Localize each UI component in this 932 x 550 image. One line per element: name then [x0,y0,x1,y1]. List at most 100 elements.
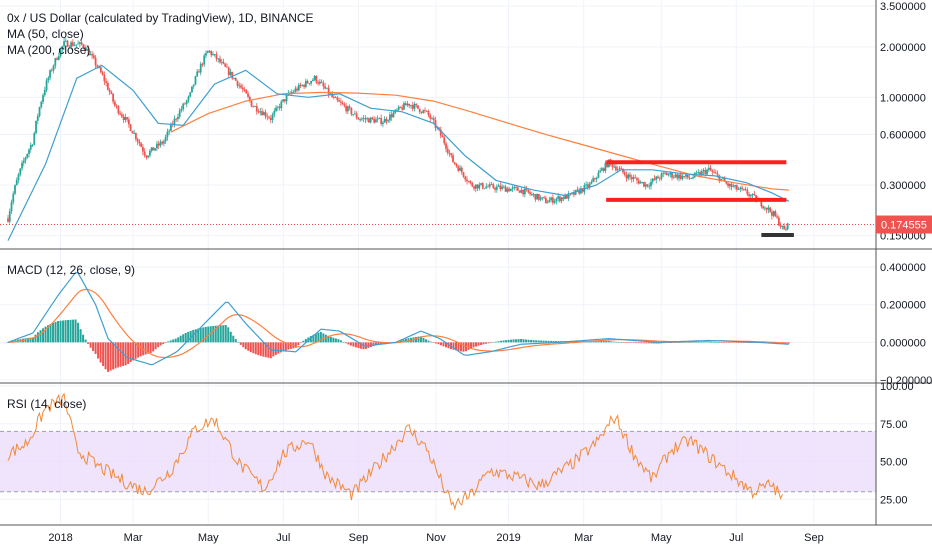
candle-body [296,88,298,91]
candle-body [679,174,682,179]
candle-body [697,172,700,173]
time-tick-label-8: May [651,532,672,544]
macd-histogram-bar [472,342,475,348]
candle-body [786,223,789,230]
candle-body [42,95,44,102]
macd-histogram-bar [7,342,9,343]
candle-body [259,111,262,113]
macd-histogram-bar [234,339,237,343]
macd-histogram-bar [655,342,658,344]
candle-body [478,184,481,189]
candle-body [467,181,470,182]
macd-histogram-bar [517,339,520,343]
candle-body [707,167,710,170]
macd-histogram-bar [492,342,495,343]
candle-body [271,114,274,120]
candle-body [269,118,272,120]
candle-body [355,113,358,119]
candle-body [534,194,537,200]
candle-body [643,181,645,187]
macd-histogram-bar [152,342,155,352]
candle-body [769,207,772,212]
candle-body [324,86,327,89]
macd-histogram-bar [697,341,700,343]
time-tick-label-0: 2018 [48,532,72,544]
macd-histogram-bar [515,339,518,343]
candle-body [280,101,283,109]
macd-histogram-bar [297,342,300,346]
candle-body [676,174,679,179]
macd-histogram-bar [249,342,252,353]
candle-body [308,83,311,85]
candle-body [163,141,165,144]
candle-body [105,81,108,83]
candle-body [33,133,36,145]
candle-body [194,76,197,85]
candle-body [406,103,409,106]
candle-body [520,189,523,193]
candle-body [115,105,118,107]
candle-body [96,65,99,68]
candle-body [509,188,512,192]
candle-body [735,185,738,190]
y-axis-labels[interactable]: 3.500000 2.000000 1.000000 0.600000 0.300000… [880,1,932,506]
macd-histogram-bar [37,332,40,343]
candle-body [588,183,591,188]
macd-histogram-bar [460,342,463,352]
candle-body [268,117,270,119]
macd-histogram-bar [485,342,488,344]
candle-body [364,118,367,120]
macd-legend: MACD (12, 26, close, 9) [7,262,135,278]
rsi-pane[interactable] [0,392,876,511]
macd-histogram-bar [247,342,250,351]
macd-histogram-bar [129,342,132,363]
macd-histogram-bar [610,341,613,343]
macd-histogram-bar [34,334,37,343]
macd-histogram-bar [229,331,232,343]
price-tick-label-3: 0.600000 [880,130,926,142]
candle-body [585,184,588,186]
candle-body [266,116,269,118]
macd-histogram-bar [107,342,110,372]
macd-histogram-bar [645,342,648,344]
candle-body [564,194,567,199]
candle-body [760,199,763,207]
macd-histogram-bar [434,342,437,344]
candle-body [632,177,635,180]
macd-histogram-bar [510,339,513,343]
macd-histogram-bar [422,337,425,343]
candle-body [714,172,717,174]
candle-body [236,80,239,86]
candle-body [140,143,143,147]
candle-body [637,180,640,184]
candle-body [189,92,192,97]
candle-body [52,65,55,71]
candle-body [327,87,330,95]
candle-body [439,129,442,136]
candle-body [763,207,766,209]
candle-body [94,57,97,66]
macd-histogram-bar [97,342,100,359]
candle-body [120,114,123,117]
candle-body [134,133,137,140]
candle-body [50,70,53,72]
macd-histogram-bar [419,336,422,343]
candle-body [762,206,765,209]
macd-histogram-bar [282,342,285,352]
candle-body [75,44,78,46]
candle-body [301,84,304,86]
macd-histogram-bar [52,322,55,343]
candle-body [511,187,514,189]
x-axis-labels[interactable]: 2018 Mar May Jul Sep Nov 2019 Mar May Jul Sep [48,532,823,544]
macd-histogram-bar [537,340,540,343]
macd-pane[interactable] [7,271,790,372]
macd-histogram-bar [557,341,560,343]
candle-body [711,170,714,172]
candle-body [403,103,405,110]
candle-body [233,78,235,79]
candle-body [466,179,468,182]
rsi-tick-label-3: 25.00 [880,494,908,506]
candle-body [725,181,728,184]
price-pane[interactable] [0,38,876,241]
